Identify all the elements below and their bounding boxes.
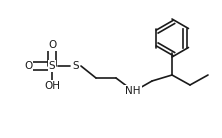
- Text: O: O: [24, 61, 32, 71]
- Text: O: O: [48, 40, 56, 50]
- Text: NH: NH: [125, 86, 141, 96]
- Text: S: S: [73, 61, 79, 71]
- Text: OH: OH: [44, 81, 60, 91]
- Text: S: S: [49, 61, 55, 71]
